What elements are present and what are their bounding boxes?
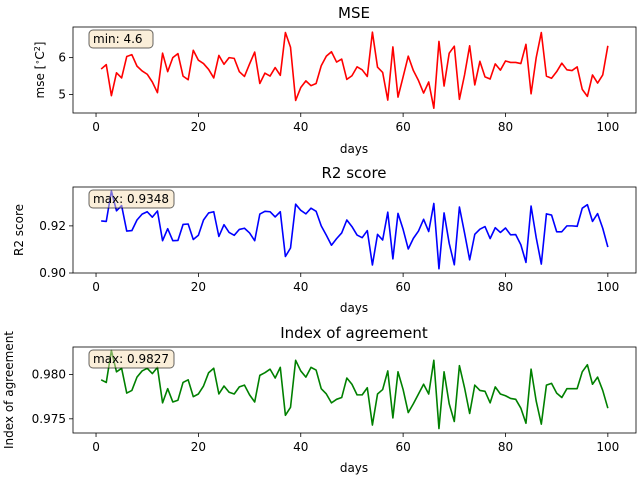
mse-panel: MSE days mse [∘C2] 0 20 40 60 80 100 5 6 min: 4.… [33,4,637,156]
r2-panel: R2 score days R2 score 0 20 40 60 80 100 0.90 0… [12,164,637,315]
ioa-ytick-label: 0.975 [32,412,66,426]
ioa-series-line [100,349,609,430]
mse-ytick-label: 5 [58,88,66,102]
r2-ytick-label: 0.90 [39,266,66,280]
r2-xtick-label: 80 [498,280,513,294]
ioa-ylabel: Index of agreement [2,331,16,449]
mse-title: MSE [338,4,370,22]
mse-ylabel-sup2: 2 [33,46,42,51]
mse-ylabel-prefix: mse [ [33,65,47,99]
r2-xtick-label: 0 [92,280,100,294]
mse-ylabel: mse [∘C2] [33,41,47,98]
ioa-xtick-label: 40 [293,440,308,454]
ioa-xtick-label: 80 [498,440,513,454]
mse-ylabel-sup1: ∘ [33,60,42,65]
mse-annotation-box [88,29,154,49]
mse-xlabel: days [340,142,368,156]
ioa-panel: Index of agreement days Index of agreeme… [2,324,637,475]
mse-xtick-label: 40 [293,120,308,134]
mse-xtick-label: 0 [92,120,100,134]
r2-title: R2 score [321,164,386,182]
mse-ylabel-base: C [33,51,47,59]
r2-ytick-label: 0.92 [39,219,66,233]
mse-xtick-label: 20 [191,120,206,134]
ioa-axes-frame [72,346,637,434]
r2-axes-frame [72,186,637,274]
ioa-ytick-label: 0.980 [32,367,66,381]
r2-series-line [101,190,609,270]
r2-annotation-text: max: 0.9348 [93,192,169,206]
mse-ylabel-suffix: ] [33,41,47,46]
mse-series-line [100,31,609,109]
r2-ylabel: R2 score [12,204,26,256]
r2-xtick-label: 40 [293,280,308,294]
mse-xtick-label: 60 [395,120,410,134]
mse-xtick-label: 100 [596,120,619,134]
ioa-xlabel: days [340,461,368,475]
r2-xlabel: days [340,301,368,315]
r2-annotation-box [88,189,175,209]
mse-xtick-label: 80 [498,120,513,134]
mse-annotation-text: min: 4.6 [93,32,143,46]
mse-axes-frame [72,26,637,114]
ioa-annotation-box [88,349,175,369]
r2-xtick-label: 100 [596,280,619,294]
ioa-title: Index of agreement [280,324,428,342]
ioa-xtick-label: 20 [191,440,206,454]
ioa-xtick-label: 60 [395,440,410,454]
mse-ytick-label: 6 [58,51,66,65]
r2-xtick-label: 60 [395,280,410,294]
ioa-xtick-label: 0 [92,440,100,454]
ioa-xtick-label: 100 [596,440,619,454]
r2-xtick-label: 20 [191,280,206,294]
ioa-annotation-text: max: 0.9827 [93,352,169,366]
